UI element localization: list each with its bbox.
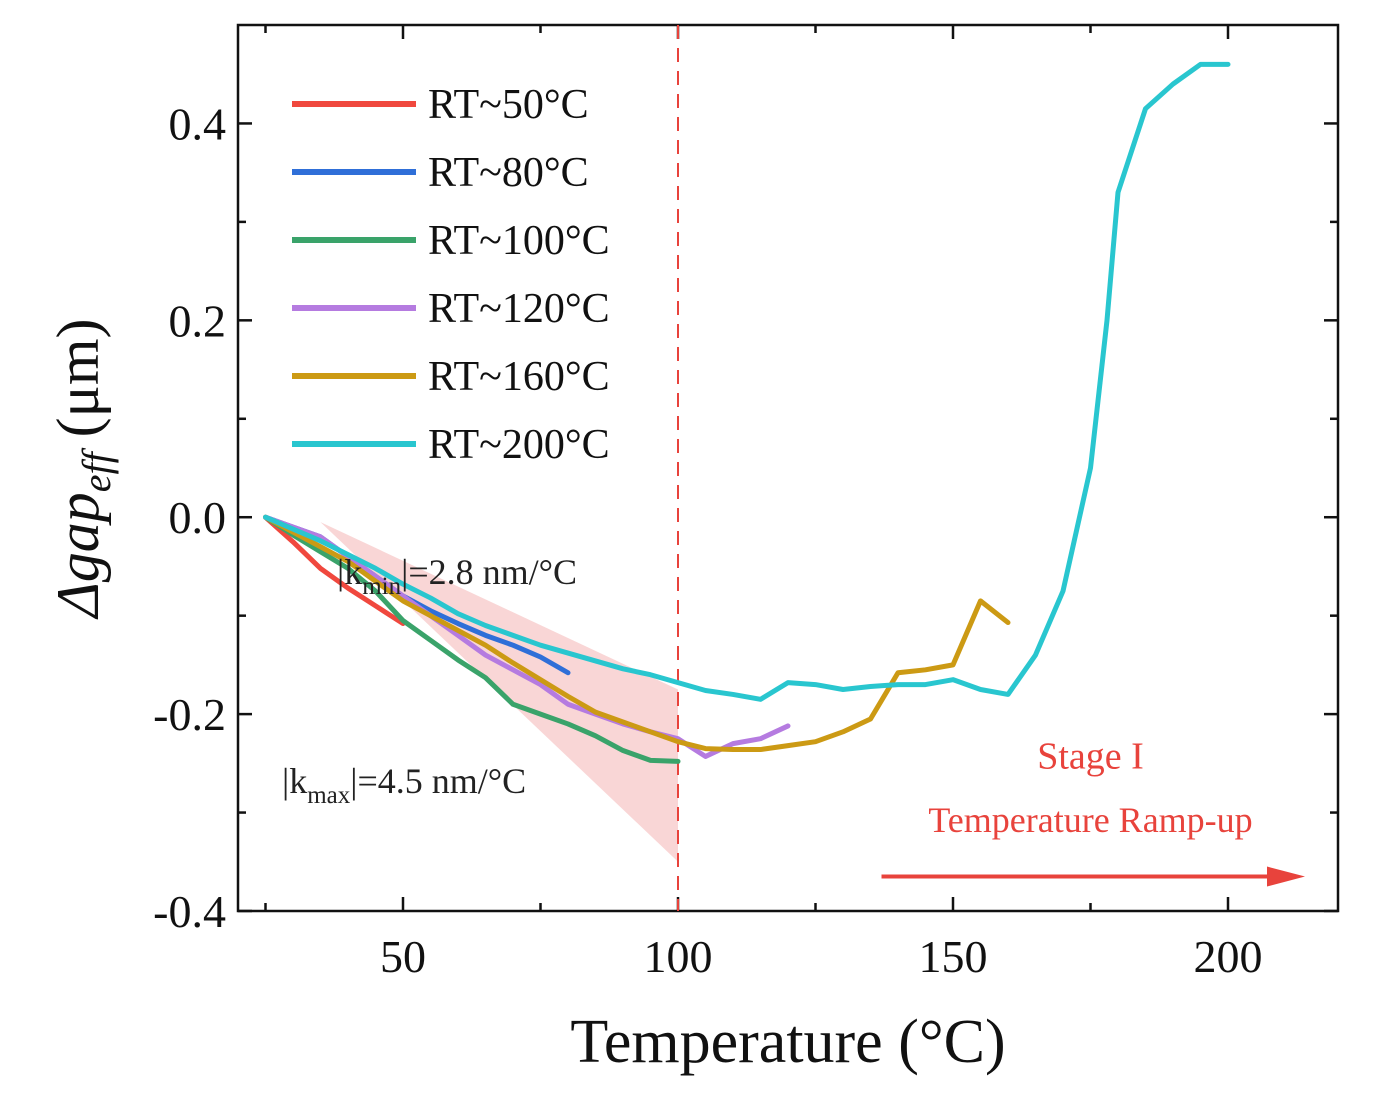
kmax-sub: max [307,782,351,809]
series-line-5 [263,61,1231,702]
x-tick-label: 150 [919,931,988,982]
series-line-4 [263,514,1011,753]
y-axis-title: Δgapeff (μm) [45,318,119,619]
y-tick-label: -0.4 [153,886,226,937]
kmax-pre: |k [282,761,307,801]
kmax-annotation: |kmax|=4.5 nm/°C [282,761,526,809]
kmin-annotation: |kmin|=2.8 nm/°C [337,552,577,600]
y-tick-label: -0.2 [153,689,226,740]
y-tick-labels: 0.4 0.2 0.0 -0.2 -0.4 [153,98,226,937]
y-axis-title-main: gap [45,492,111,582]
legend-label: RT~160°C [428,354,610,400]
legend-label: RT~50°C [428,82,589,128]
kmin-post: |=2.8 nm/°C [401,552,577,592]
kmin-pre: |k [337,552,362,592]
x-tick-labels: 50 100 150 200 [380,931,1263,982]
legend-label: RT~80°C [428,150,589,196]
stage-subtitle: Temperature Ramp-up [928,800,1252,840]
series-line-2 [263,514,681,764]
y-axis-title-prefix: Δ [45,582,111,619]
legend-label: RT~100°C [428,218,610,264]
y-axis-title-subscript: eff [74,447,119,492]
legend: RT~50°C RT~80°C RT~100°C RT~120°C RT~160°C RT… [292,82,610,468]
y-axis-title-unit: (μm) [45,318,111,452]
ramp-up-arrow-head [1267,866,1305,887]
series-lines [263,61,1231,764]
y-tick-label: 0.0 [169,492,227,543]
legend-label: RT~120°C [428,286,610,332]
y-tick-label: 0.4 [169,98,227,149]
legend-label: RT~200°C [428,422,610,468]
x-tick-label: 200 [1194,931,1263,982]
axis-ticks [238,25,1338,913]
kmin-sub: min [362,573,401,600]
y-tick-label: 0.2 [169,295,227,346]
x-tick-label: 50 [380,931,426,982]
x-tick-label: 100 [644,931,713,982]
plot-frame [236,23,1340,913]
series-line-3 [263,514,791,759]
stage-title: Stage I [1037,735,1144,777]
series-line-0 [263,514,406,627]
x-axis-title: Temperature (°C) [570,1008,1005,1076]
kmax-post: |=4.5 nm/°C [350,761,526,801]
